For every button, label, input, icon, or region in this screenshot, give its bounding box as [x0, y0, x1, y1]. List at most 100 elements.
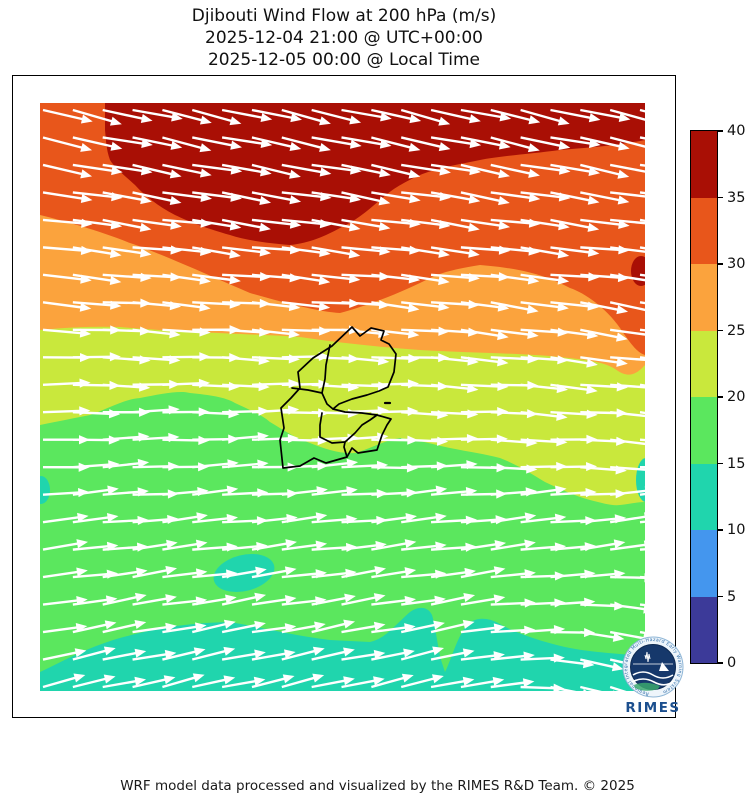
- wind-arrow: [221, 136, 273, 149]
- wind-arrow: [42, 163, 93, 179]
- wind-arrow: [281, 273, 331, 286]
- wind-arrow: [610, 486, 645, 496]
- wind-arrow: [371, 136, 421, 152]
- wind-arrow: [520, 485, 567, 496]
- wind-arrow: [580, 630, 625, 642]
- wind-arrow: [460, 245, 511, 255]
- wind-arrow: [610, 382, 645, 392]
- wind-arrow: [162, 352, 211, 362]
- wind-arrow: [580, 245, 630, 255]
- wind-arrow: [162, 407, 210, 417]
- wind-arrow: [520, 437, 568, 447]
- wind-arrow: [490, 301, 539, 314]
- wind-arrow: [490, 569, 536, 579]
- wind-arrow: [430, 218, 480, 232]
- wind-arrow: [460, 434, 508, 444]
- wind-arrow: [132, 675, 176, 689]
- wind-arrow: [42, 539, 89, 551]
- wind-arrow: [221, 246, 272, 257]
- wind-arrow: [221, 218, 271, 232]
- wind-arrow: [192, 434, 240, 444]
- wind-arrow: [430, 191, 481, 204]
- wind-arrow: [162, 487, 209, 497]
- wind-arrow: [72, 409, 121, 419]
- wind-arrow: [102, 163, 153, 176]
- wind-arrow: [42, 301, 92, 312]
- wind-arrow: [341, 489, 388, 499]
- wind-arrow: [132, 514, 179, 525]
- wind-arrow: [580, 163, 630, 179]
- wind-arrow: [490, 328, 539, 340]
- wind-arrow: [401, 541, 447, 551]
- wind-arrow: [400, 674, 444, 689]
- wind-arrow: [550, 218, 600, 232]
- colorbar-tick-label: 0: [727, 655, 737, 671]
- wind-arrow: [580, 489, 627, 499]
- sail-icon: [659, 662, 669, 671]
- wind-arrow: [460, 623, 506, 634]
- wind-arrow: [162, 301, 211, 312]
- wind-arrow: [550, 163, 601, 176]
- wind-arrow: [281, 163, 332, 177]
- wind-arrow: [42, 462, 90, 472]
- wind-arrow: [162, 512, 208, 524]
- wind-arrow: [341, 191, 391, 206]
- wind-arrow: [221, 649, 266, 661]
- wind-arrow: [609, 540, 645, 551]
- wind-arrow: [341, 566, 387, 579]
- wind-arrow: [371, 648, 415, 661]
- wind-arrow: [281, 408, 330, 418]
- wind-arrow: [192, 353, 241, 363]
- wind-arrow: [341, 515, 388, 526]
- colorbar: [690, 130, 718, 664]
- wind-arrow: [162, 378, 211, 388]
- wind-arrow: [520, 218, 570, 231]
- wind-arrow: [609, 108, 645, 126]
- wind-arrow: [490, 512, 537, 524]
- wind-arrow: [490, 464, 538, 474]
- wind-arrow: [221, 191, 272, 205]
- wind-arrow: [251, 595, 297, 606]
- wind-arrow: [490, 108, 541, 125]
- wind-arrow: [550, 542, 596, 552]
- wind-arrow: [401, 569, 447, 579]
- wind-arrow: [72, 435, 120, 445]
- wind-arrow: [132, 301, 182, 311]
- colorbar-tick-label: 15: [727, 455, 746, 472]
- wind-arrow: [430, 567, 476, 579]
- wind-arrow: [400, 646, 445, 661]
- wind-arrow: [520, 273, 570, 285]
- wind-arrow: [430, 676, 475, 689]
- chart-title: Djibouti Wind Flow at 200 hPa (m/s): [191, 6, 497, 26]
- wind-arrow: [102, 246, 152, 258]
- wind-arrow: [460, 566, 506, 579]
- wind-arrow: [610, 218, 645, 229]
- wind-arrow: [191, 675, 236, 689]
- wind-arrow: [221, 163, 272, 177]
- wind-arrow: [460, 463, 508, 473]
- wind-arrow: [102, 407, 151, 417]
- wind-arrow: [371, 301, 420, 313]
- wind-arrow: [311, 433, 359, 443]
- wind-arrow: [580, 601, 626, 611]
- wind-arrow: [72, 163, 123, 176]
- wind-arrow: [341, 218, 391, 232]
- wind-arrow: [401, 301, 450, 312]
- wind-arrow: [401, 218, 451, 230]
- wind-arrow: [520, 513, 567, 524]
- wind-arrow: [42, 487, 90, 498]
- wind-arrow: [580, 539, 626, 551]
- wind-arrow: [102, 542, 149, 552]
- wind-arrow: [132, 191, 182, 206]
- wind-arrow: [281, 435, 329, 446]
- wind-arrow: [460, 381, 509, 392]
- wind-arrow: [580, 465, 627, 475]
- wind-arrow: [221, 431, 269, 442]
- region-boundary-tadjourah-obock: [321, 344, 334, 410]
- wind-arrow: [132, 565, 178, 579]
- wind-arrow: [460, 539, 507, 551]
- wind-arrow: [430, 515, 477, 525]
- wind-arrow: [132, 432, 180, 443]
- wind-arrow: [430, 163, 481, 176]
